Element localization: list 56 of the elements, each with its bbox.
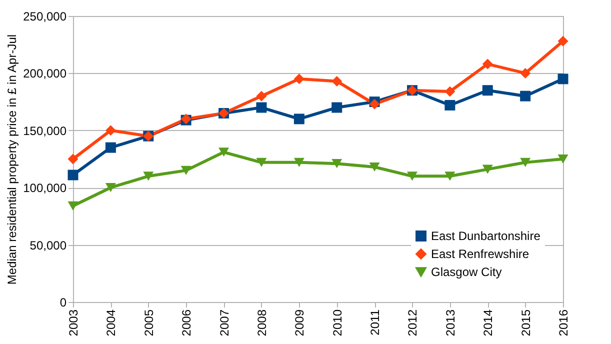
point bbox=[105, 142, 116, 153]
point bbox=[369, 162, 380, 172]
x-tick-label: 2004 bbox=[104, 309, 118, 336]
point bbox=[143, 172, 154, 181]
point bbox=[68, 201, 78, 210]
point bbox=[332, 159, 342, 168]
point bbox=[520, 90, 531, 102]
point bbox=[482, 85, 493, 96]
x-tick-label: 2013 bbox=[443, 309, 458, 336]
y-tick-label: 100,000 bbox=[23, 181, 67, 196]
point bbox=[218, 148, 230, 157]
point bbox=[294, 74, 304, 84]
x-tick-label: 2012 bbox=[406, 309, 420, 336]
x-tick-label: 2006 bbox=[180, 309, 194, 336]
point bbox=[332, 76, 342, 86]
legend-label: East Renfrewshire bbox=[431, 247, 530, 261]
x-tick-label: 2005 bbox=[142, 309, 156, 336]
point bbox=[444, 100, 456, 110]
x-tick-label: 2007 bbox=[217, 309, 232, 336]
x-tick-label: 2010 bbox=[330, 309, 344, 336]
point bbox=[520, 158, 531, 167]
point bbox=[68, 154, 78, 164]
point bbox=[68, 170, 78, 180]
legend-label: Glasgow City bbox=[431, 265, 502, 279]
point bbox=[256, 102, 267, 113]
x-tick-label: 2015 bbox=[518, 309, 533, 336]
y-tick-label: 250,000 bbox=[23, 10, 67, 24]
x-tick-label: 2016 bbox=[556, 309, 570, 336]
point bbox=[332, 102, 342, 113]
point bbox=[105, 125, 116, 136]
y-tick-label: 50,000 bbox=[30, 238, 67, 252]
x-tick-label: 2003 bbox=[66, 309, 80, 336]
legend-label: East Dunbartonshire bbox=[431, 229, 541, 243]
point bbox=[180, 166, 192, 175]
point bbox=[256, 90, 267, 102]
point bbox=[482, 58, 493, 70]
point bbox=[558, 74, 568, 84]
x-tick-label: 2014 bbox=[481, 309, 496, 336]
point bbox=[294, 114, 304, 124]
point bbox=[520, 68, 531, 78]
y-axis-title: Median residential property price in £ in Apr-Jul bbox=[5, 34, 20, 285]
point bbox=[256, 158, 267, 167]
y-tick-label: 150,000 bbox=[23, 124, 67, 138]
point bbox=[294, 158, 304, 167]
point bbox=[444, 172, 456, 181]
point bbox=[444, 86, 456, 97]
point bbox=[105, 183, 116, 192]
y-tick-label: 0 bbox=[60, 296, 67, 310]
x-tick-label: 2011 bbox=[368, 309, 382, 336]
x-tick-label: 2008 bbox=[254, 309, 269, 336]
y-tick-label: 200,000 bbox=[23, 66, 67, 81]
point bbox=[558, 154, 568, 164]
x-tick-label: 2009 bbox=[292, 309, 307, 336]
point bbox=[482, 164, 493, 174]
point bbox=[406, 172, 418, 181]
point bbox=[558, 36, 568, 46]
